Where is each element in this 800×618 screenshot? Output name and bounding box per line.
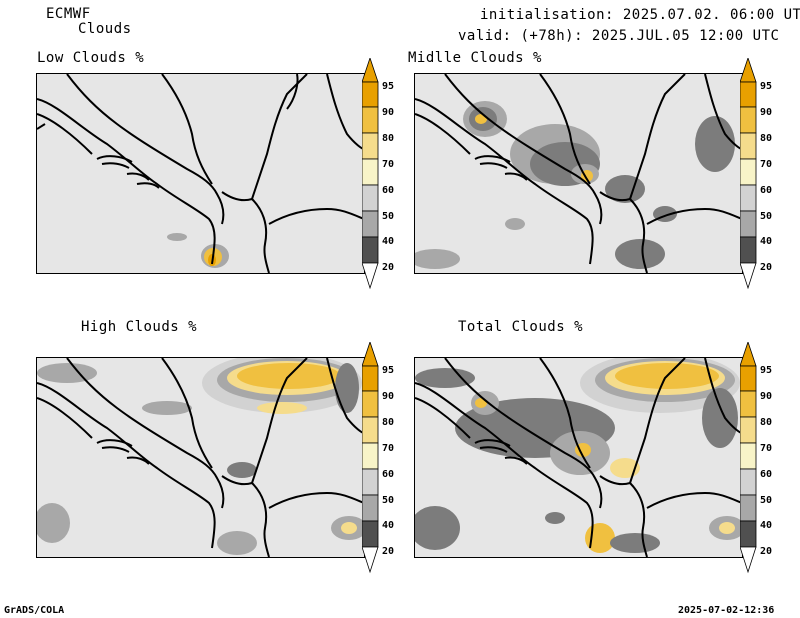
- cbar-label-40: 40: [760, 520, 772, 531]
- cbar-label-90: 90: [382, 107, 394, 118]
- cbar-label-95: 95: [760, 365, 772, 376]
- cbar-label-50: 50: [382, 495, 394, 506]
- cbar-label-70: 70: [760, 159, 772, 170]
- cloud-patches: [37, 358, 364, 555]
- cbar-label-60: 60: [760, 469, 772, 480]
- footer-timestamp: 2025-07-02-12:36: [678, 605, 775, 616]
- cbar-label-60: 60: [382, 469, 394, 480]
- model-name: ECMWF: [46, 6, 91, 22]
- colorbar-top-left: 95 90 80 70 60 50 40 20: [362, 58, 394, 290]
- cbar-label-40: 40: [760, 236, 772, 247]
- panel-title-total: Total Clouds %: [458, 319, 584, 335]
- cbar-label-20: 20: [760, 546, 772, 557]
- cbar-label-20: 20: [382, 546, 394, 557]
- colorbar-top-right: 95 90 80 70 60 50 40 20: [740, 58, 772, 290]
- cbar-label-80: 80: [382, 417, 394, 428]
- cbar-label-50: 50: [760, 495, 772, 506]
- cbar-label-90: 90: [760, 107, 772, 118]
- valid-time: valid: (+78h): 2025.JUL.05 12:00 UTC: [458, 28, 780, 44]
- initialisation-time: initialisation: 2025.07.02. 06:00 UTC: [480, 7, 800, 23]
- cbar-label-80: 80: [382, 133, 394, 144]
- cbar-label-50: 50: [760, 211, 772, 222]
- cbar-label-70: 70: [382, 443, 394, 454]
- cbar-label-95: 95: [382, 81, 394, 92]
- footer-software: GrADS/COLA: [4, 605, 65, 616]
- coastline-borders: [37, 358, 364, 557]
- cbar-label-80: 80: [760, 417, 772, 428]
- panel-title-low: Low Clouds %: [37, 50, 145, 66]
- cbar-label-60: 60: [760, 185, 772, 196]
- cbar-label-95: 95: [760, 81, 772, 92]
- cbar-label-80: 80: [760, 133, 772, 144]
- panel-title-middle: Midlle Clouds %: [408, 50, 542, 66]
- cbar-label-20: 20: [760, 262, 772, 273]
- colorbar-bottom-right: 95 90 80 70 60 50 40 20: [740, 342, 772, 574]
- panel-title-high: High Clouds %: [81, 319, 198, 335]
- coastline-borders: [37, 74, 364, 273]
- coastline-borders: [415, 358, 742, 557]
- colorbar-bottom-left: 95 90 80 70 60 50 40 20: [362, 342, 394, 574]
- cbar-label-70: 70: [382, 159, 394, 170]
- cbar-label-70: 70: [760, 443, 772, 454]
- map-middle-clouds: [414, 73, 743, 274]
- cbar-label-40: 40: [382, 236, 394, 247]
- cbar-label-40: 40: [382, 520, 394, 531]
- cbar-label-90: 90: [760, 391, 772, 402]
- product-name: Clouds: [78, 21, 132, 37]
- cbar-label-60: 60: [382, 185, 394, 196]
- cloud-patches: [167, 233, 229, 268]
- cbar-label-90: 90: [382, 391, 394, 402]
- coastline-borders: [415, 74, 742, 273]
- map-high-clouds: [36, 357, 365, 558]
- map-low-clouds: [36, 73, 365, 274]
- cbar-label-95: 95: [382, 365, 394, 376]
- cbar-label-20: 20: [382, 262, 394, 273]
- map-total-clouds: [414, 357, 743, 558]
- cloud-patches: [415, 358, 742, 553]
- cloud-patches: [415, 101, 735, 269]
- cbar-label-50: 50: [382, 211, 394, 222]
